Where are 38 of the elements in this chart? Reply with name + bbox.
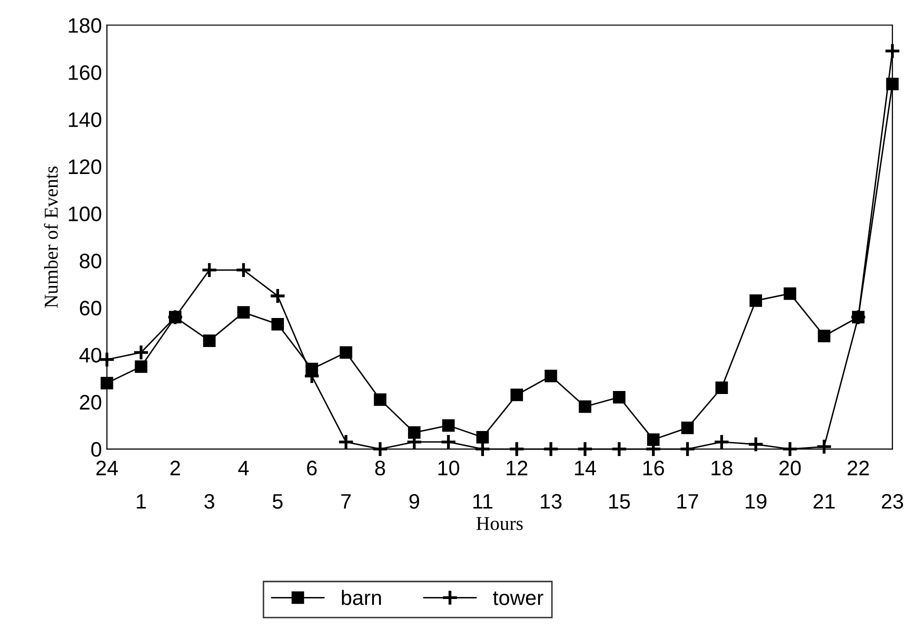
x-tick-label: 24 — [96, 460, 118, 476]
x-tick-label: 15 — [609, 494, 630, 509]
y-tick-label: 160 — [68, 65, 102, 80]
x-tick-label: 13 — [540, 494, 562, 509]
y-tick-label: 180 — [68, 18, 102, 33]
x-tick-label: 14 — [575, 460, 596, 476]
x-tick-label: 10 — [438, 460, 460, 476]
y-axis-title: Number of Events — [44, 166, 58, 308]
y-tick-label: 0 — [91, 442, 102, 457]
y-tick-label: 80 — [80, 254, 102, 268]
x-axis-title: Hours — [476, 517, 523, 530]
x-tick-label: 5 — [272, 494, 283, 509]
x-tick-label: 3 — [204, 494, 214, 509]
y-tick-label: 40 — [79, 348, 102, 363]
y-tick-label: 140 — [68, 112, 102, 128]
y-tick-label: 20 — [80, 394, 102, 410]
y-tick-label: 60 — [80, 300, 102, 316]
x-tick-label: 1 — [136, 494, 146, 509]
x-tick-label: 6 — [307, 460, 317, 476]
x-tick-label: 7 — [341, 494, 351, 509]
x-tick-label: 23 — [882, 494, 904, 509]
x-tick-label: 8 — [375, 460, 386, 476]
x-tick-label: 16 — [643, 460, 664, 476]
y-tick-label: 120 — [68, 159, 102, 174]
legend-label: barn — [342, 590, 381, 606]
x-tick-label: 2 — [170, 460, 180, 476]
x-tick-label: 17 — [678, 494, 698, 509]
x-tick-label: 11 — [473, 494, 492, 509]
x-tick-label: 22 — [848, 460, 869, 476]
x-tick-label: 9 — [409, 494, 420, 509]
x-tick-label: 18 — [712, 460, 732, 476]
x-tick-label: 20 — [779, 460, 801, 476]
legend-label: tower — [492, 591, 544, 606]
x-tick-label: 21 — [814, 494, 835, 509]
x-tick-label: 4 — [238, 460, 249, 476]
x-tick-label: 19 — [746, 494, 766, 509]
x-tick-label: 12 — [506, 460, 528, 476]
y-tick-label: 100 — [68, 206, 102, 222]
